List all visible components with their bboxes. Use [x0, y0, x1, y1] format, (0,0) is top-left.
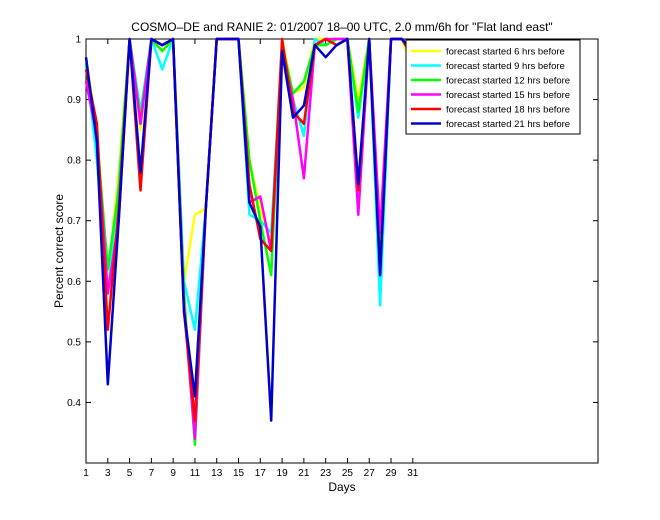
legend-box — [405, 39, 581, 135]
legend: forecast started 6 hrs before forecast st… — [405, 39, 581, 135]
x-tick-label: 11 — [190, 468, 201, 479]
y-tick-label: 0.9 — [67, 95, 81, 106]
x-tick-label: 9 — [170, 468, 176, 479]
y-tick-label: 0.7 — [67, 216, 81, 227]
x-tick-label: 3 — [105, 468, 111, 479]
legend-label: forecast started 21 hrs before — [446, 119, 570, 130]
x-tick-label: 15 — [233, 468, 245, 479]
x-tick-label: 27 — [364, 468, 376, 479]
legend-label: forecast started 12 hrs before — [446, 76, 570, 87]
x-tick-label: 23 — [320, 468, 332, 479]
y-tick-label: 0.4 — [67, 398, 81, 409]
legend-label: forecast started 6 hrs before — [446, 47, 565, 58]
x-tick-label: 13 — [211, 468, 223, 479]
x-tick-label: 29 — [385, 468, 397, 479]
y-tick-label: 0.6 — [67, 277, 81, 288]
y-tick-label: 1 — [75, 35, 81, 46]
x-tick-label: 7 — [149, 468, 155, 479]
chart-title: COSMO–DE and RANIE 2: 01/2007 18–00 UTC,… — [131, 20, 552, 34]
y-tick-label: 0.8 — [67, 156, 81, 167]
x-tick-label: 31 — [407, 468, 419, 479]
x-tick-label: 1 — [83, 468, 89, 479]
x-tick-label: 25 — [342, 468, 354, 479]
x-axis-label: Days — [328, 480, 355, 494]
x-tick-label: 5 — [127, 468, 133, 479]
x-tick-label: 19 — [277, 468, 289, 479]
x-tick-label: 21 — [298, 468, 310, 479]
y-axis-label: Percent correct score — [52, 194, 66, 308]
legend-label: forecast started 15 hrs before — [446, 90, 570, 101]
x-tick-label: 17 — [255, 468, 267, 479]
legend-label: forecast started 18 hrs before — [446, 105, 570, 116]
y-tick-label: 0.5 — [67, 337, 81, 348]
legend-label: forecast started 9 hrs before — [446, 61, 565, 72]
series-line-6 — [84, 37, 414, 422]
series-lines — [84, 37, 414, 447]
